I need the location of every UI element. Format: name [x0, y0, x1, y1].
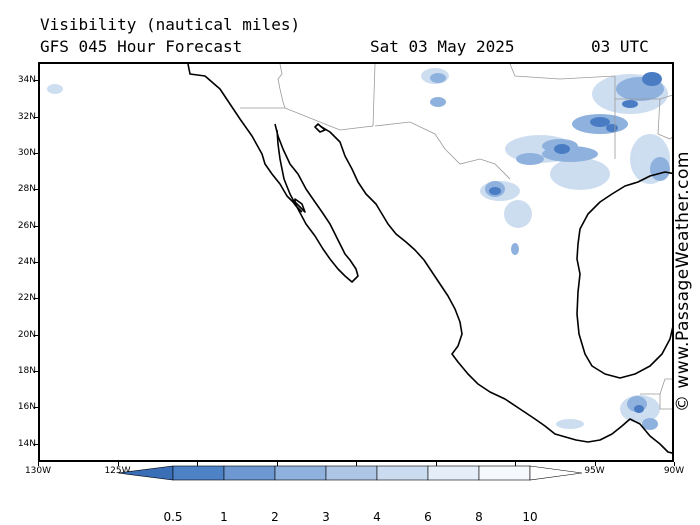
legend-label: 2 [271, 510, 279, 524]
legend-arrow-low [118, 465, 174, 481]
forecast-date: Sat 03 May 2025 [370, 37, 515, 56]
longitude-tick-mark [197, 462, 198, 466]
legend-label: 8 [475, 510, 483, 524]
legend-label: 4 [373, 510, 381, 524]
longitude-tick-label: 125W [104, 466, 131, 476]
political-borders [240, 64, 672, 410]
low-visibility-areas [47, 68, 670, 430]
legend-arrow-high [529, 465, 583, 481]
coastline [187, 64, 672, 454]
latitude-tick-mark [34, 225, 38, 227]
visibility-map [47, 64, 672, 454]
copyright-credit: © www.PassageWeather.com [673, 151, 693, 412]
longitude-tick-mark [276, 462, 278, 466]
longitude-tick-mark [515, 462, 516, 466]
forecast-label: GFS 045 Hour Forecast [40, 37, 243, 56]
latitude-tick-label: 32N [17, 111, 36, 122]
latitude-tick-label: 28N [17, 184, 36, 195]
longitude-tick-label: 95W [584, 466, 605, 476]
legend-swatch [274, 465, 327, 481]
latitude-tick-label: 16N [17, 402, 36, 413]
latitude-tick-label: 14N [17, 438, 36, 449]
latitude-tick-mark [34, 407, 38, 409]
forecast-time: 03 UTC [591, 37, 649, 56]
map-title: Visibility (nautical miles) [40, 15, 301, 34]
longitude-tick-label: 130W [24, 466, 52, 476]
latitude-tick-mark [34, 189, 38, 191]
latitude-tick-mark [34, 80, 38, 82]
latitude-tick-label: 22N [17, 293, 36, 304]
legend-swatch [478, 465, 531, 481]
latitude-tick-mark [34, 152, 38, 154]
latitude-tick-label: 18N [17, 366, 36, 377]
latitude-tick-label: 30N [17, 147, 36, 158]
map-panel [38, 62, 674, 462]
latitude-tick-mark [34, 298, 38, 300]
legend-swatch [223, 465, 276, 481]
legend-label: 1 [220, 510, 228, 524]
legend-label: 0.5 [163, 510, 183, 524]
legend-label: 6 [424, 510, 432, 524]
longitude-tick-mark [356, 462, 357, 466]
longitude-tick-mark [38, 462, 39, 466]
longitude-tick-mark [117, 462, 119, 466]
legend-swatch [376, 465, 429, 481]
longitude-tick-label: 90W [663, 466, 685, 476]
longitude-tick-mark [435, 462, 437, 466]
latitude-tick-label: 34N [17, 75, 36, 86]
latitude-tick-label: 26N [17, 220, 36, 231]
latitude-tick-mark [34, 443, 38, 445]
legend-swatch [427, 465, 480, 481]
legend-swatch [325, 465, 378, 481]
latitude-tick-mark [34, 334, 38, 336]
longitude-tick-mark [674, 462, 675, 466]
legend-swatch [172, 465, 225, 481]
latitude-tick-label: 24N [17, 257, 36, 267]
latitude-tick-mark [34, 371, 38, 373]
latitude-tick-label: 20N [17, 329, 36, 340]
legend-label: 3 [322, 510, 330, 524]
legend-label: 10 [522, 510, 538, 524]
visibility-legend [118, 465, 583, 481]
longitude-tick-mark [594, 462, 596, 466]
latitude-tick-mark [34, 116, 38, 118]
latitude-tick-mark [34, 262, 38, 263]
